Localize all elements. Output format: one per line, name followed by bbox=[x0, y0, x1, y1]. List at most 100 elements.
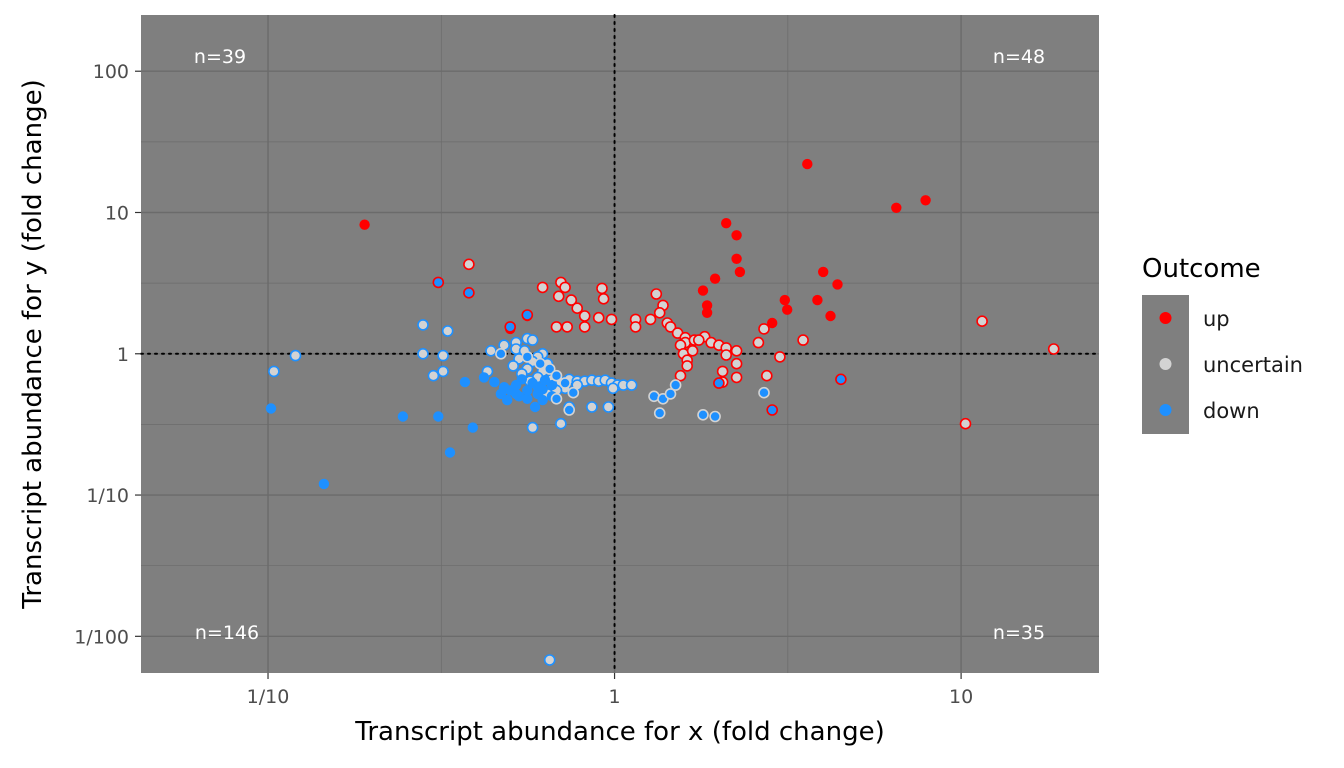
y-tick-label: 1/100 bbox=[74, 626, 129, 648]
data-point-uncertain bbox=[417, 347, 429, 360]
plot-panel bbox=[141, 15, 1099, 673]
legend-key-down bbox=[1159, 404, 1172, 416]
data-point-down bbox=[478, 372, 490, 383]
data-point-down bbox=[433, 411, 444, 422]
data-point-down bbox=[835, 373, 847, 386]
data-point-uncertain bbox=[716, 365, 729, 378]
quadrant-count-bottom-left: n=146 bbox=[195, 622, 259, 644]
data-point-uncertain bbox=[730, 371, 743, 384]
data-point-uncertain bbox=[686, 344, 699, 357]
data-point-uncertain bbox=[697, 408, 709, 421]
data-point-uncertain bbox=[543, 363, 556, 375]
data-point-down bbox=[397, 411, 409, 422]
data-point-uncertain bbox=[596, 282, 608, 295]
quadrant-count-bottom-right: n=35 bbox=[993, 622, 1045, 644]
data-point-uncertain bbox=[629, 321, 642, 333]
data-point-uncertain bbox=[607, 382, 619, 395]
data-point-down bbox=[432, 276, 445, 289]
x-tick-label: 1 bbox=[609, 686, 621, 708]
data-point-uncertain bbox=[485, 344, 497, 357]
data-point-up bbox=[359, 219, 370, 230]
data-point-up bbox=[731, 230, 742, 241]
data-point-down bbox=[529, 401, 541, 413]
data-point-uncertain bbox=[760, 369, 773, 382]
data-point-up bbox=[731, 253, 742, 264]
data-point-up bbox=[721, 218, 732, 229]
data-point-up bbox=[818, 266, 829, 278]
data-point-down bbox=[459, 376, 471, 388]
data-point-uncertain bbox=[586, 401, 598, 413]
x-tick-label: 10 bbox=[949, 686, 973, 708]
quadrant-count-top-left: n=39 bbox=[194, 46, 246, 68]
data-point-up bbox=[701, 300, 713, 311]
legend-label-uncertain: uncertain bbox=[1203, 353, 1303, 377]
data-point-uncertain bbox=[976, 315, 988, 328]
data-point-down bbox=[521, 309, 534, 321]
data-point-down bbox=[510, 388, 522, 400]
data-point-uncertain bbox=[526, 334, 539, 346]
data-point-uncertain bbox=[437, 349, 449, 362]
data-point-up bbox=[767, 317, 778, 329]
y-axis-ticks: 1/100 1/10 1 10 100 bbox=[74, 61, 141, 648]
data-point-uncertain bbox=[495, 347, 507, 360]
data-point-down bbox=[318, 478, 330, 490]
data-point-uncertain bbox=[653, 407, 666, 419]
data-point-uncertain bbox=[550, 321, 563, 333]
data-point-down bbox=[444, 447, 456, 458]
legend-key-uncertain bbox=[1159, 358, 1172, 370]
data-point-uncertain bbox=[681, 360, 694, 372]
data-point-uncertain bbox=[441, 325, 454, 337]
x-axis-title: Transcript abundance for x (fold change) bbox=[354, 717, 884, 747]
data-point-uncertain bbox=[268, 365, 280, 378]
data-point-up bbox=[802, 158, 813, 170]
data-point-uncertain bbox=[774, 351, 786, 363]
data-point-uncertain bbox=[561, 321, 574, 333]
x-axis-ticks: 1/10 1 10 bbox=[247, 673, 973, 708]
y-tick-label: 100 bbox=[93, 61, 129, 83]
data-point-uncertain bbox=[602, 401, 615, 413]
data-point-uncertain bbox=[959, 417, 972, 430]
data-point-down bbox=[766, 404, 779, 416]
data-point-uncertain bbox=[664, 321, 677, 333]
data-point-uncertain bbox=[534, 357, 547, 370]
data-point-up bbox=[920, 195, 931, 206]
data-point-down bbox=[713, 377, 725, 389]
data-point-uncertain bbox=[730, 357, 743, 370]
data-point-uncertain bbox=[526, 421, 539, 434]
data-point-uncertain bbox=[289, 349, 302, 362]
data-point-uncertain bbox=[758, 323, 770, 335]
reference-lines bbox=[140, 14, 1100, 674]
data-point-uncertain bbox=[797, 334, 809, 346]
data-point-uncertain bbox=[463, 258, 475, 271]
data-point-uncertain bbox=[550, 392, 563, 405]
data-point-uncertain bbox=[427, 369, 440, 382]
data-point-uncertain bbox=[692, 334, 705, 346]
data-point-up bbox=[709, 273, 721, 284]
quadrant-counts: n=39 n=48 n=146 n=35 bbox=[194, 46, 1045, 644]
data-point-down bbox=[489, 376, 500, 388]
data-point-uncertain bbox=[653, 306, 666, 319]
data-point-down bbox=[539, 375, 551, 386]
data-point-uncertain bbox=[625, 379, 638, 391]
data-point-down bbox=[522, 385, 533, 396]
data-point-uncertain bbox=[1047, 343, 1060, 355]
data-point-uncertain bbox=[730, 344, 743, 357]
data-point-uncertain bbox=[552, 290, 565, 303]
data-point-down bbox=[537, 394, 548, 406]
data-point-up bbox=[697, 285, 709, 296]
data-point-uncertain bbox=[578, 321, 591, 333]
data-point-uncertain bbox=[664, 388, 677, 400]
data-point-uncertain bbox=[507, 360, 520, 372]
data-point-uncertain bbox=[669, 379, 682, 391]
data-point-uncertain bbox=[571, 302, 584, 315]
data-point-uncertain bbox=[543, 654, 556, 666]
data-point-uncertain bbox=[644, 313, 657, 326]
data-point-down bbox=[463, 286, 475, 299]
data-point-up bbox=[701, 307, 713, 318]
data-point-up bbox=[825, 310, 836, 322]
quadrant-count-top-right: n=48 bbox=[993, 46, 1045, 68]
legend-label-down: down bbox=[1203, 399, 1260, 423]
data-point-uncertain bbox=[521, 351, 534, 363]
legend: Outcome up uncertain down bbox=[1142, 254, 1303, 434]
